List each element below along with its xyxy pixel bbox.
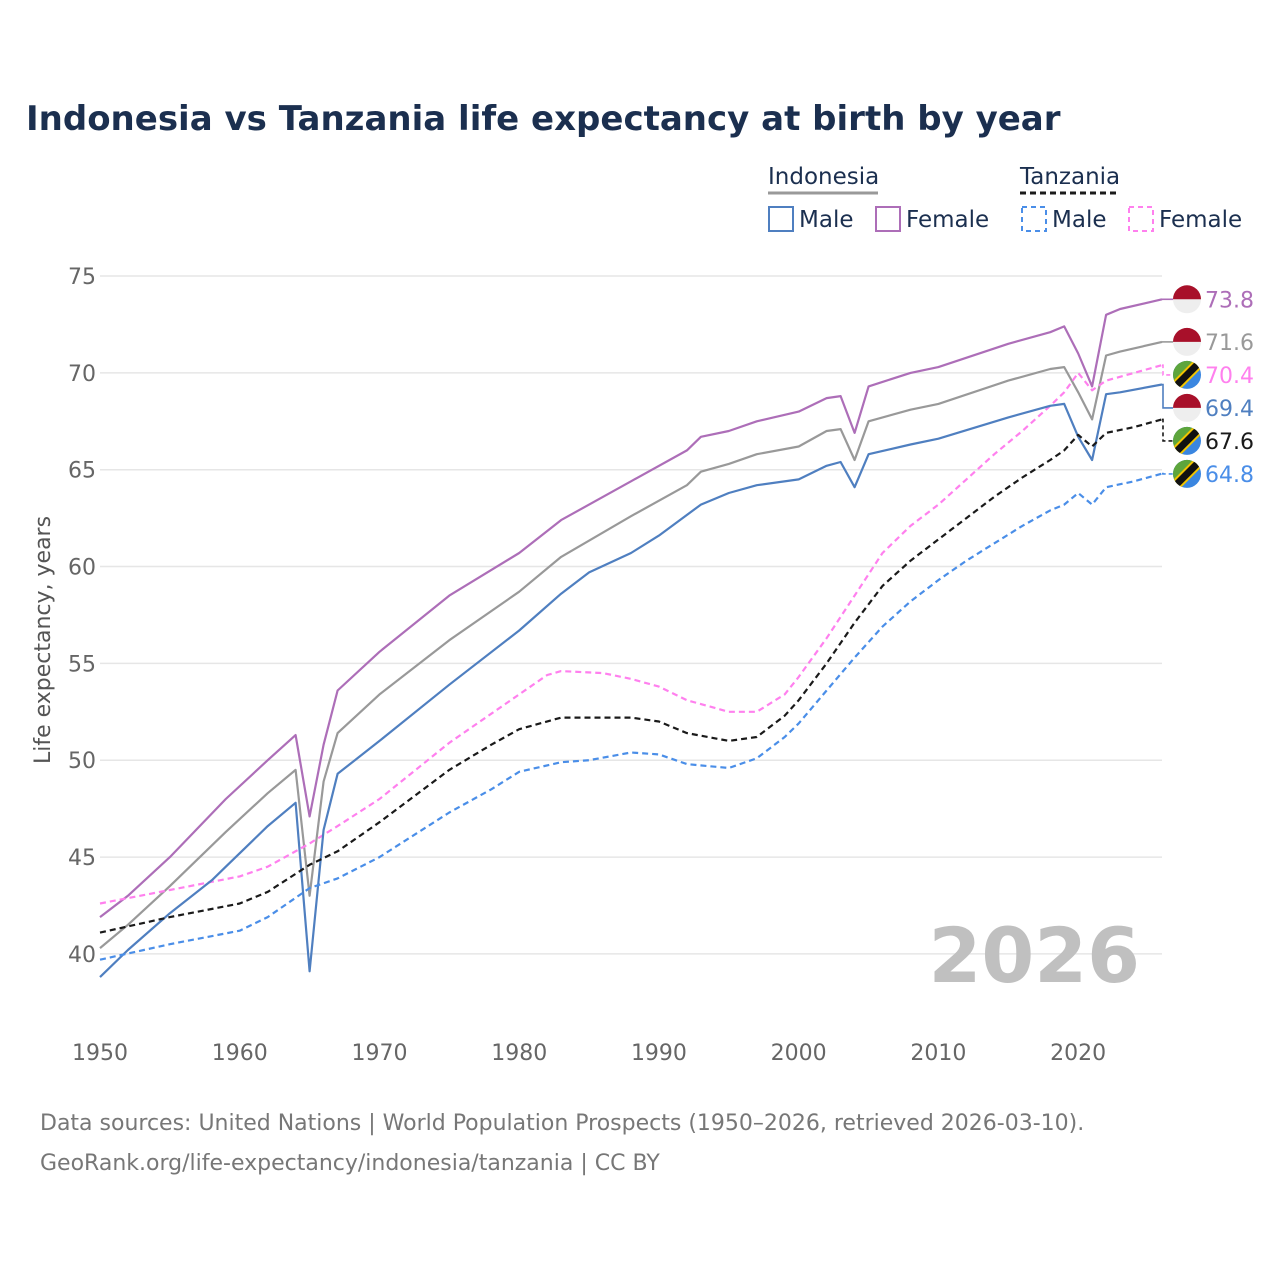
footer-source: Data sources: United Nations | World Pop… [40,1111,1084,1136]
legend-swatch-tanzania-female [1128,206,1154,232]
end-labels: 73.8 71.6 70.4 69.4 67.6 64.8 [1162,285,1254,488]
tanzania-flag-icon [1173,426,1201,455]
x-tick-label: 1950 [72,1041,128,1066]
legend-group-indonesia: Indonesia [768,164,879,190]
legend: Indonesia Male Female Tanzania Male Fema… [768,164,1242,233]
flag-body [1173,360,1201,389]
y-tick-label: 75 [68,265,96,290]
indonesia-flag-icon [1173,393,1201,422]
y-axis-ticks: 40 45 50 55 60 65 70 75 [68,265,96,968]
end-value-label: 70.4 [1205,364,1254,389]
x-tick-label: 2000 [771,1041,827,1066]
series-line-tza-total [99,418,1163,934]
x-tick-label: 1990 [631,1041,687,1066]
x-tick-label: 1980 [491,1041,547,1066]
flag-part [1173,393,1201,408]
end-value-label: 64.8 [1205,463,1254,488]
y-tick-label: 55 [68,652,96,677]
series-line-idn-total [99,340,1163,949]
y-tick-label: 65 [68,459,96,484]
flag-body [1173,459,1201,488]
y-tick-label: 70 [68,362,96,387]
end-value-label: 67.6 [1205,430,1254,455]
end-label-connector [1162,364,1173,376]
end-value-label: 73.8 [1205,288,1254,313]
legend-label-indonesia-male: Male [799,207,853,233]
legend-label-tanzania-female: Female [1159,207,1242,233]
y-axis-label: Life expectancy, years [31,516,56,764]
indonesia-flag-icon [1173,285,1201,314]
series-line-idn-male [99,383,1163,978]
legend-group-tanzania: Tanzania [1019,164,1120,190]
legend-swatch-tanzania-male [1021,206,1047,232]
y-tick-label: 40 [68,943,96,968]
chart-title: Indonesia vs Tanzania life expectancy at… [26,99,1061,139]
footer-url: GeoRank.org/life-expectancy/indonesia/ta… [40,1151,660,1176]
y-tick-label: 60 [68,556,96,581]
end-label-connector [1162,383,1173,409]
x-tick-label: 1960 [212,1041,268,1066]
y-tick-label: 45 [68,846,96,871]
x-tick-label: 1970 [351,1041,407,1066]
tanzania-flag-icon [1173,360,1201,389]
y-tick-label: 50 [68,749,96,774]
indonesia-flag-icon [1173,327,1201,356]
series-lines [99,298,1163,978]
end-value-label: 71.6 [1205,331,1254,356]
tanzania-flag-icon [1173,459,1201,488]
gridlines [100,275,1162,955]
legend-swatch-indonesia-male [768,206,794,232]
x-tick-label: 2020 [1050,1041,1106,1066]
legend-label-tanzania-male: Male [1052,207,1106,233]
series-line-idn-female [99,298,1163,918]
series-line-tza-male [99,472,1163,961]
x-tick-label: 2010 [910,1041,966,1066]
x-axis-ticks: 1950 1960 1970 1980 1990 2000 2010 2020 [72,1041,1106,1066]
flag-part [1173,327,1201,342]
year-watermark: 2026 [928,911,1140,1000]
series-line-tza-female [99,364,1163,905]
legend-swatch-indonesia-female [875,206,901,232]
legend-label-indonesia-female: Female [906,207,989,233]
flag-body [1173,426,1201,455]
end-value-label: 69.4 [1205,397,1254,422]
end-label-connector [1162,418,1173,442]
flag-part [1173,285,1201,300]
